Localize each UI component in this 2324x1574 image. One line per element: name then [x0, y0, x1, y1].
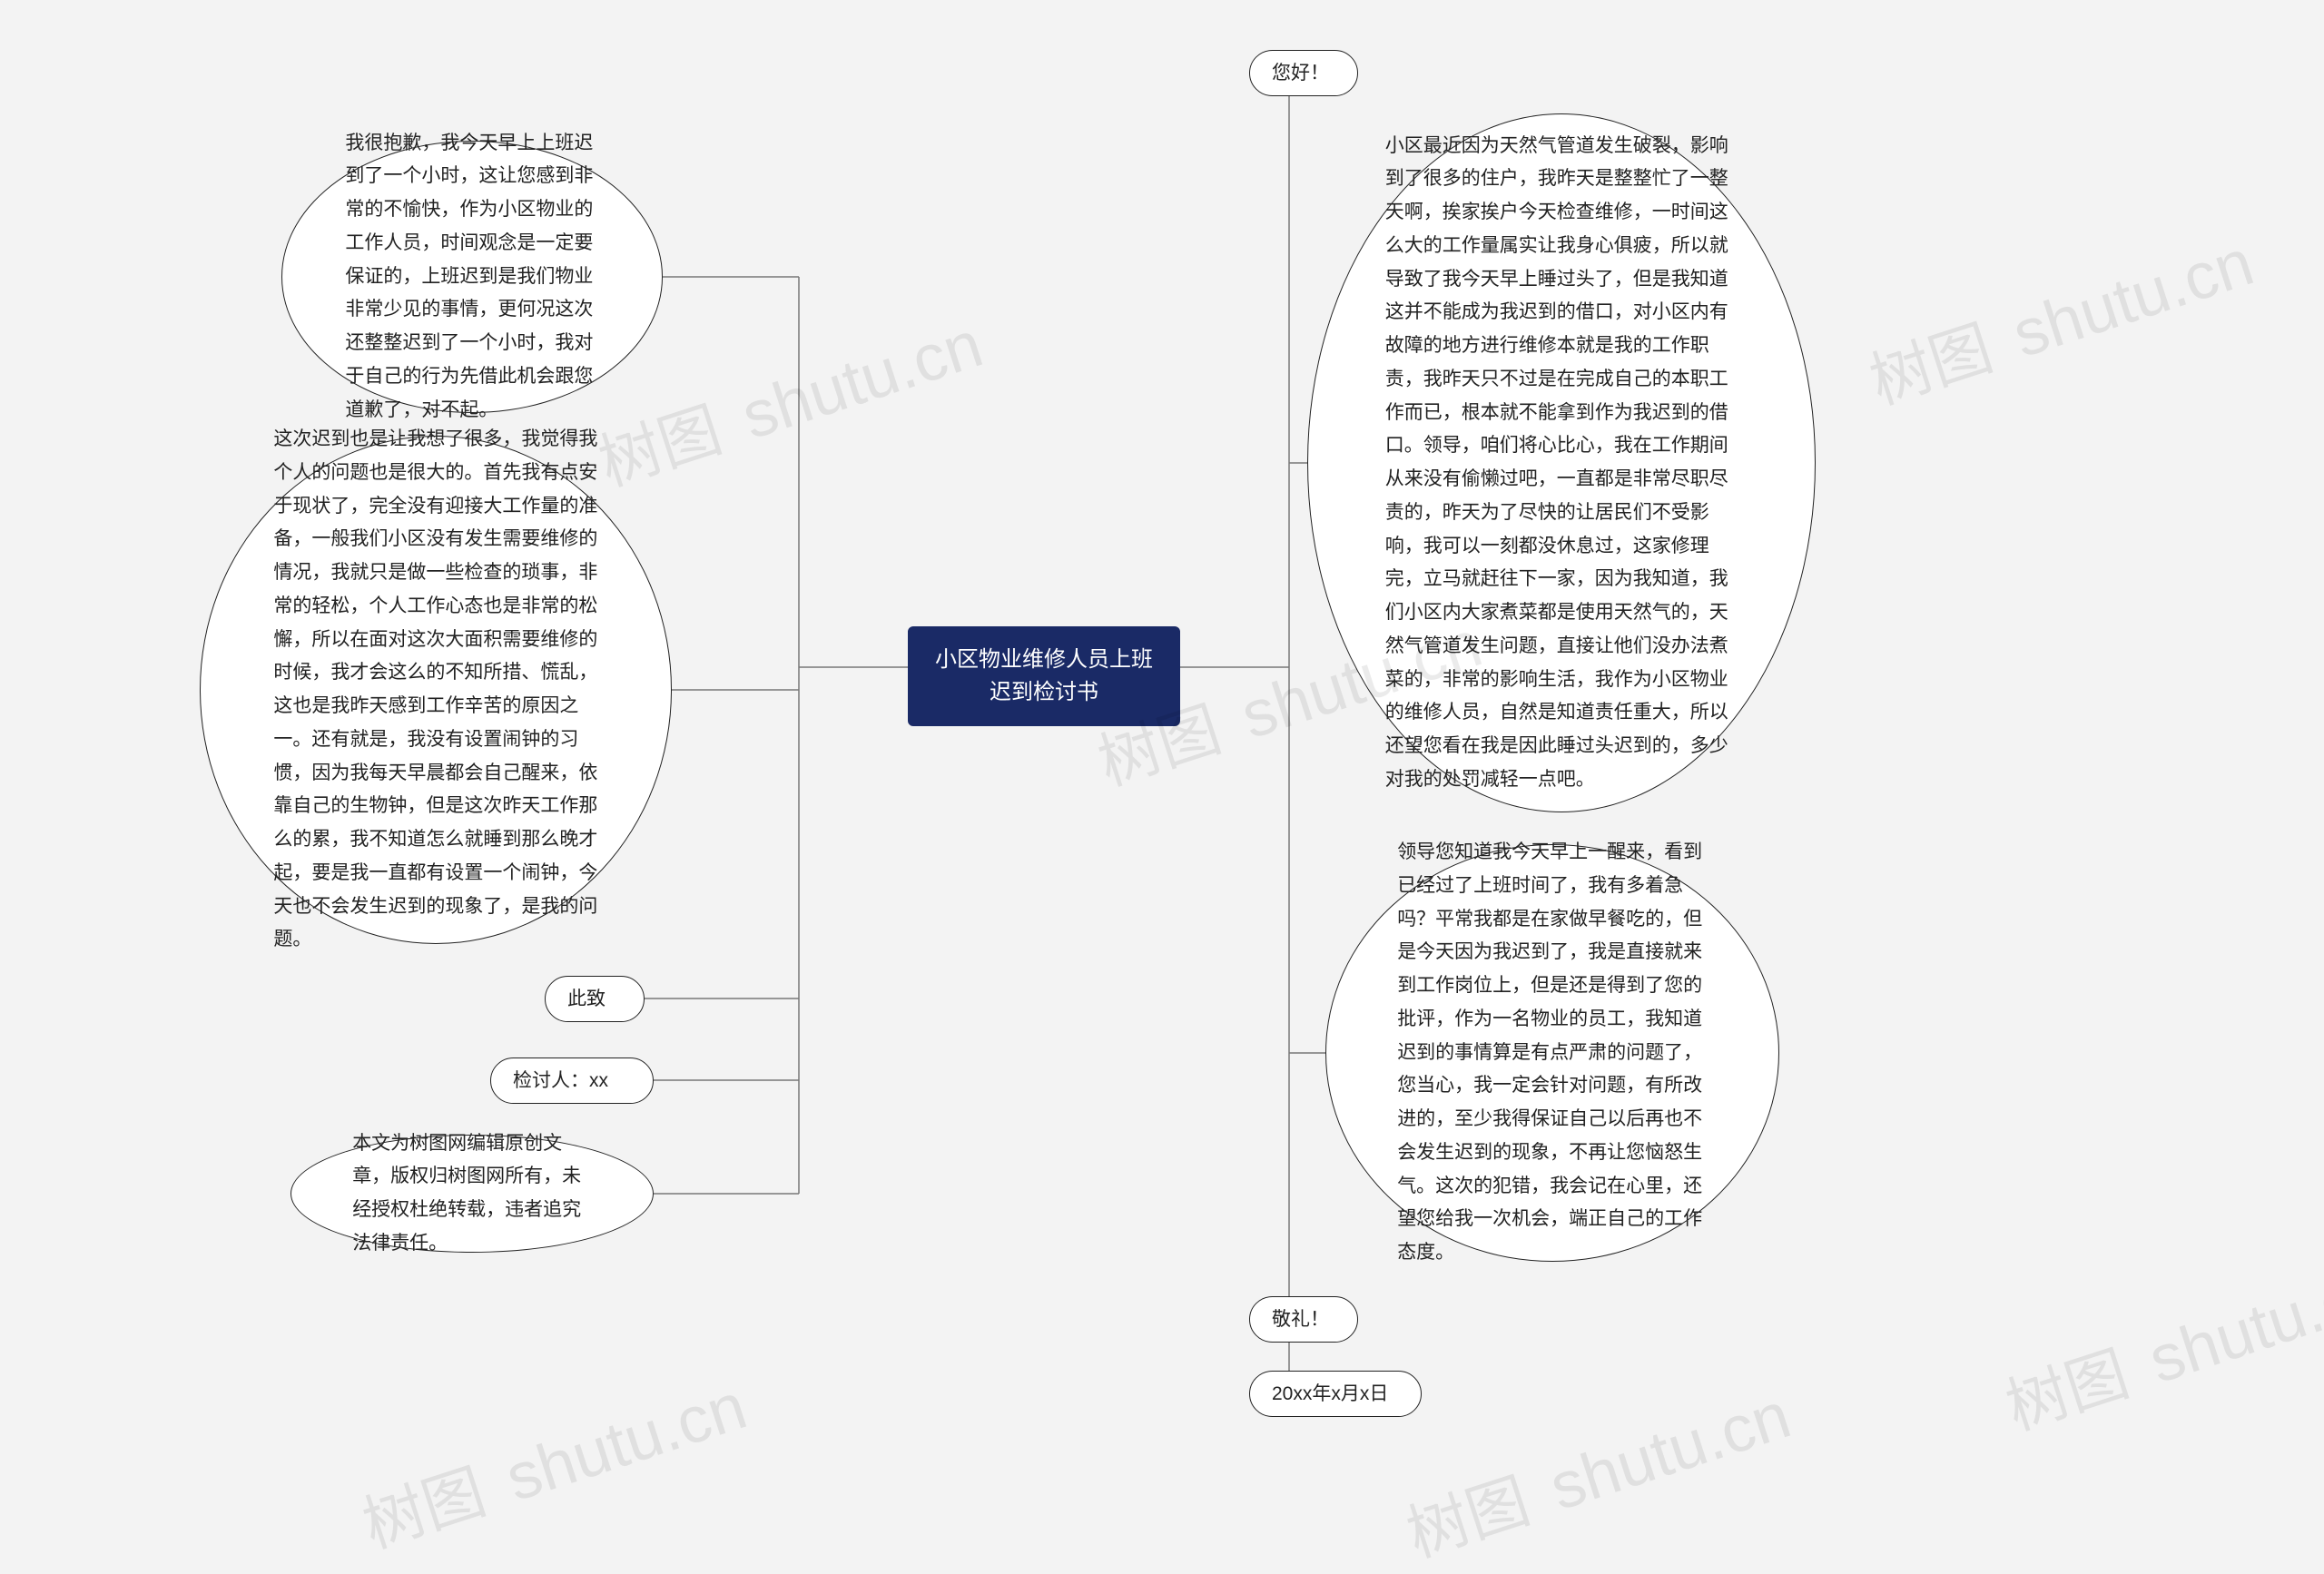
center-node[interactable]: 小区物业维修人员上班迟到检讨书 — [908, 626, 1180, 726]
node-text: 我很抱歉，我今天早上上班迟到了一个小时，这让您感到非常的不愉快，作为小区物业的工… — [345, 127, 598, 428]
node-text: 小区最近因为天然气管道发生破裂，影响到了很多的住户，我昨天是整整忙了一整天啊，挨… — [1385, 130, 1738, 797]
watermark: 树图 shutu.cn — [1856, 213, 2262, 422]
watermark: 树图 shutu.cn — [1993, 1239, 2324, 1448]
watermark: 树图 shutu.cn — [350, 1357, 755, 1566]
mindmap-node[interactable]: 检讨人：xx — [490, 1058, 654, 1104]
mindmap-node[interactable]: 此致 — [545, 976, 645, 1022]
mindmap-node[interactable]: 本文为树图网编辑原创文章，版权归树图网所有，未经授权杜绝转载，违者追究法律责任。 — [290, 1135, 654, 1253]
mindmap-node[interactable]: 我很抱歉，我今天早上上班迟到了一个小时，这让您感到非常的不愉快，作为小区物业的工… — [281, 141, 663, 413]
mindmap-node[interactable]: 这次迟到也是让我想了很多，我觉得我个人的问题也是很大的。首先我有点安于现状了，完… — [200, 436, 672, 944]
mindmap-node[interactable]: 20xx年x月x日 — [1249, 1371, 1422, 1417]
mindmap-canvas: 小区物业维修人员上班迟到检讨书 我很抱歉，我今天早上上班迟到了一个小时，这让您感到… — [0, 0, 2324, 1450]
mindmap-node[interactable]: 领导您知道我今天早上一醒来，看到已经过了上班时间了，我有多着急吗？平常我都是在家… — [1325, 844, 1779, 1262]
mindmap-node[interactable]: 小区最近因为天然气管道发生破裂，影响到了很多的住户，我昨天是整整忙了一整天啊，挨… — [1307, 113, 1816, 812]
mindmap-node[interactable]: 敬礼！ — [1249, 1296, 1358, 1343]
node-text: 本文为树图网编辑原创文章，版权归树图网所有，未经授权杜绝转载，违者追究法律责任。 — [352, 1127, 592, 1261]
node-text: 领导您知道我今天早上一醒来，看到已经过了上班时间了，我有多着急吗？平常我都是在家… — [1397, 836, 1708, 1270]
watermark: 树图 shutu.cn — [1393, 1366, 1799, 1574]
node-text: 这次迟到也是让我想了很多，我觉得我个人的问题也是很大的。首先我有点安于现状了，完… — [273, 423, 597, 957]
mindmap-node[interactable]: 您好！ — [1249, 50, 1358, 96]
